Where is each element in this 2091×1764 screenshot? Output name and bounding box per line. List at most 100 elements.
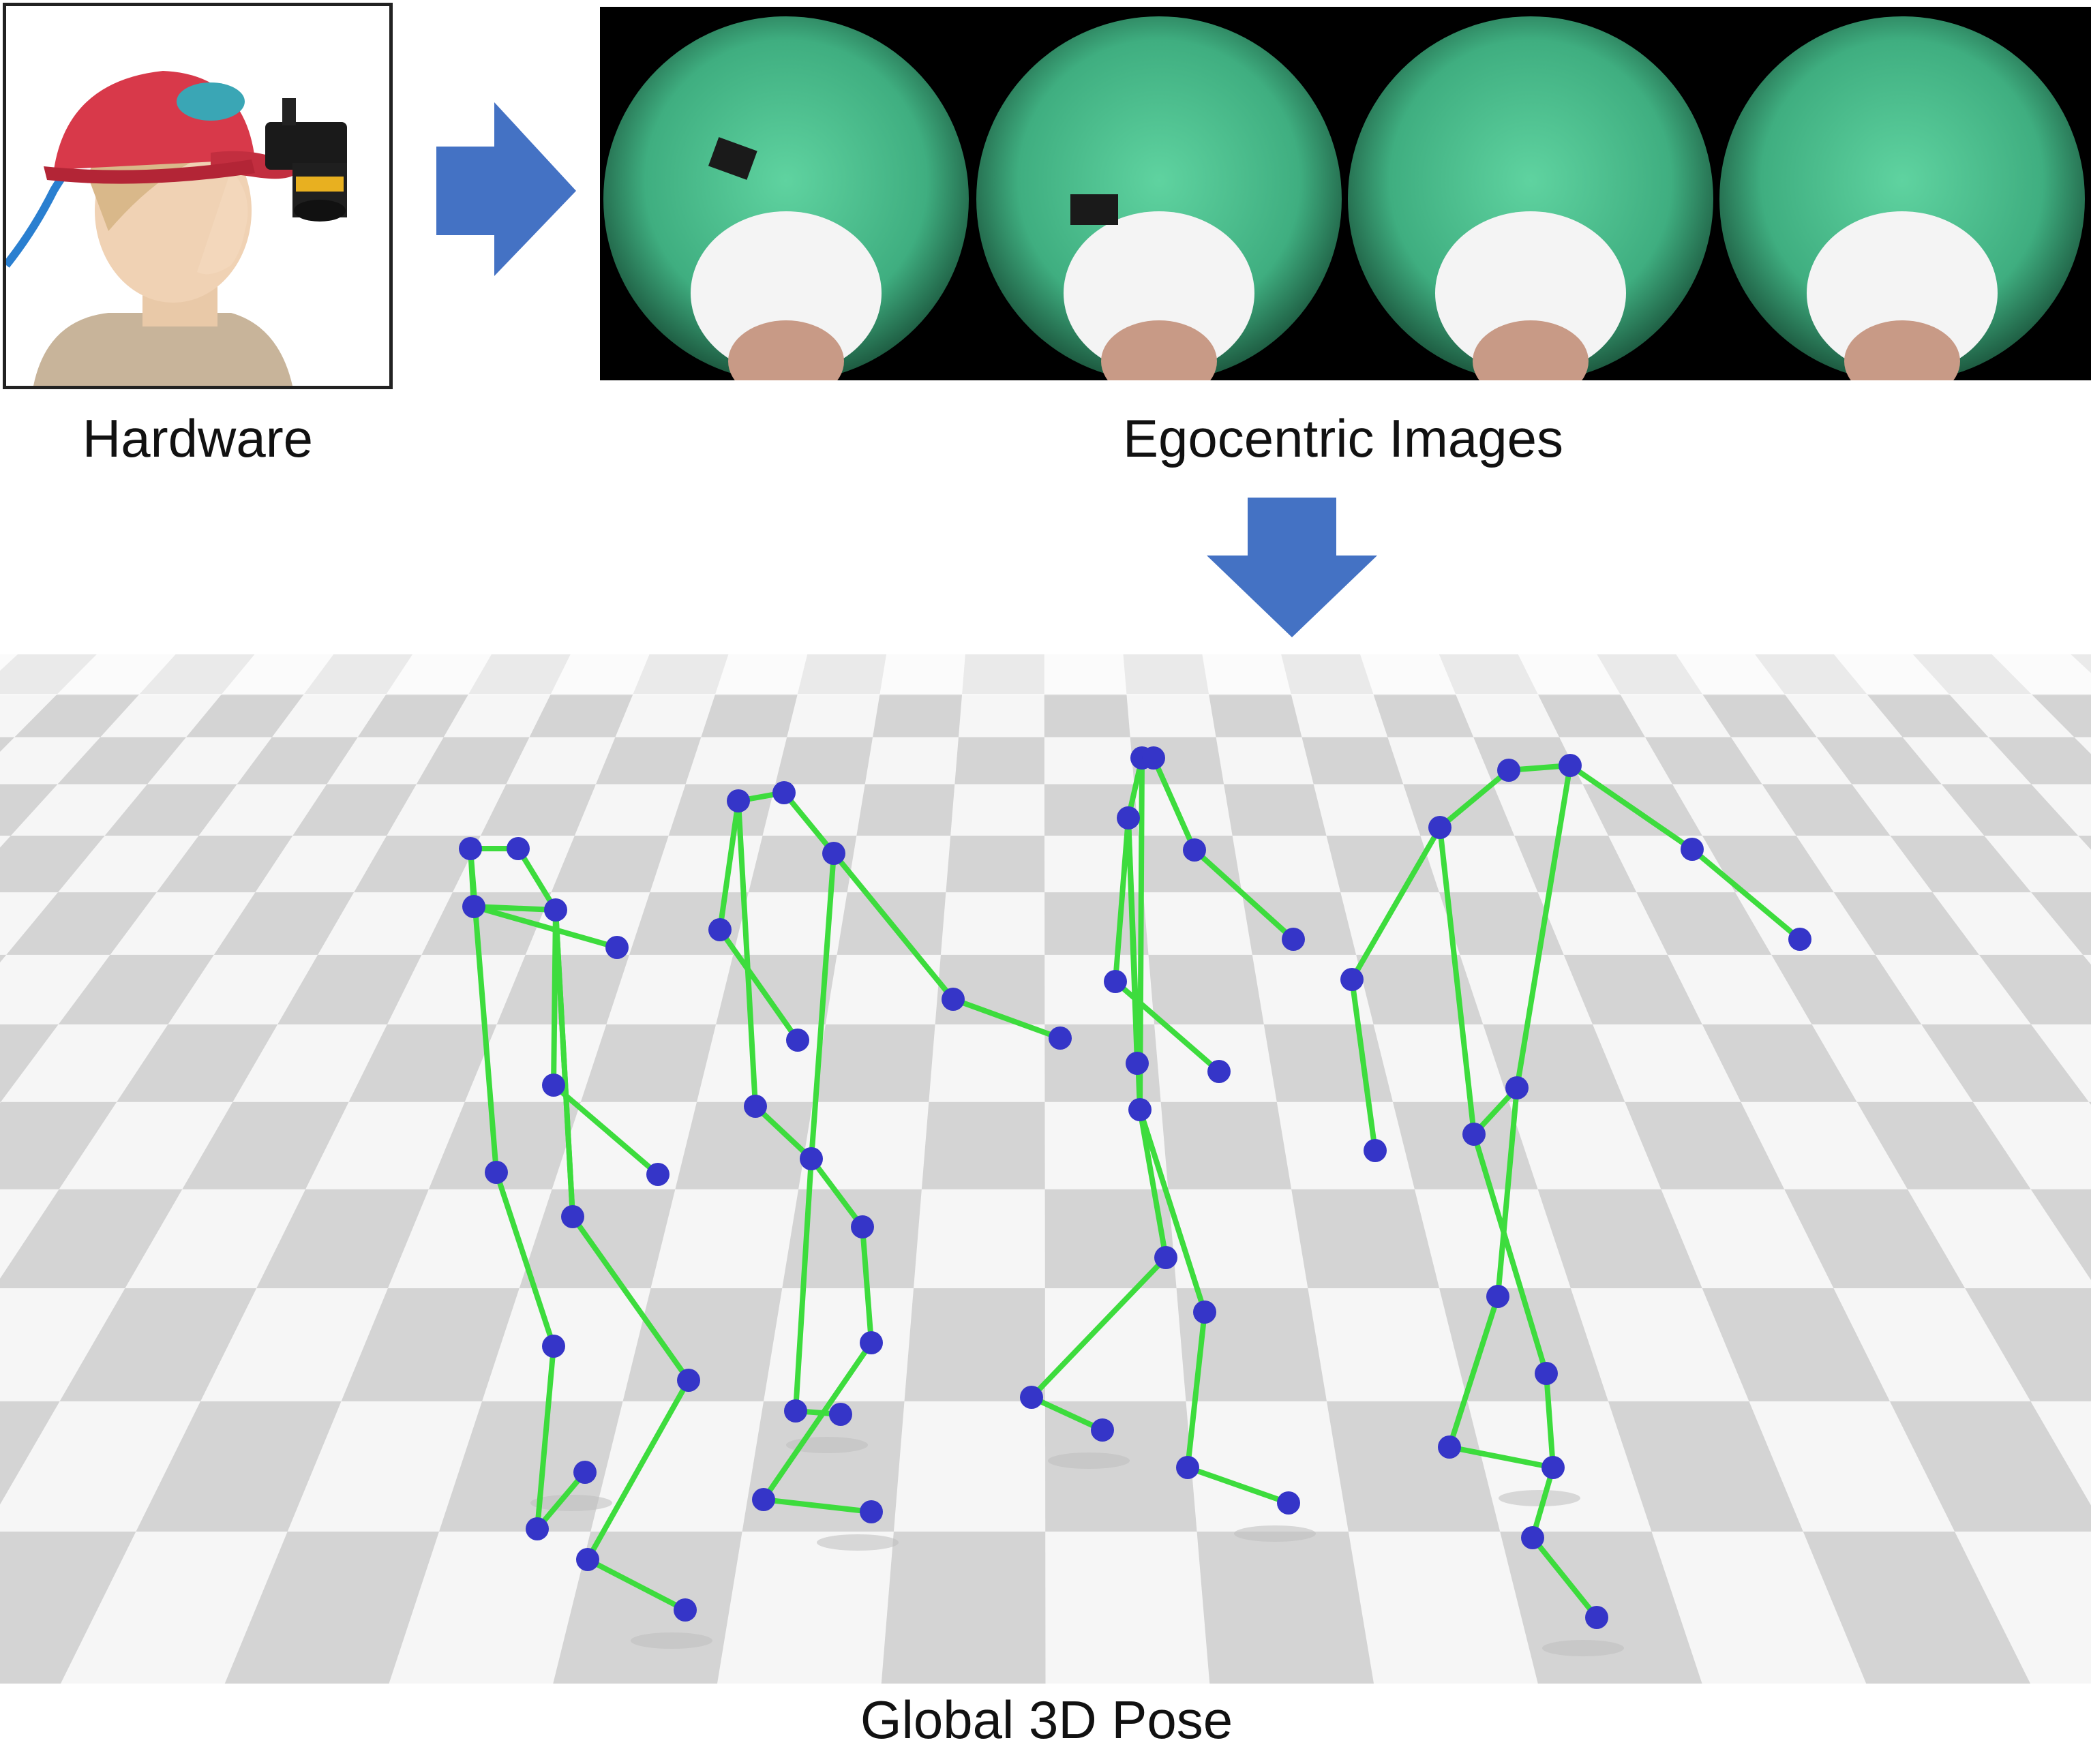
egocentric-caption: Egocentric Images	[1123, 408, 1563, 468]
joint	[1364, 1139, 1387, 1162]
joint	[1521, 1526, 1544, 1549]
joint	[573, 1461, 597, 1484]
joint	[1438, 1435, 1461, 1459]
down-arrow-icon	[1207, 498, 1377, 637]
bone	[1113, 815, 1131, 984]
joint	[1142, 746, 1165, 770]
fisheye-frame-4	[1719, 16, 2085, 380]
joint	[1788, 928, 1811, 951]
bone	[809, 1156, 865, 1230]
hardware-caption: Hardware	[82, 408, 314, 468]
bone	[781, 790, 837, 856]
joint	[708, 918, 732, 941]
joint	[526, 1517, 549, 1540]
joint	[851, 1215, 874, 1238]
bone	[1349, 977, 1378, 1153]
bone	[535, 1343, 556, 1532]
joint	[1183, 838, 1206, 862]
fisheye-frame-1	[603, 16, 969, 380]
joint	[462, 895, 485, 918]
joint	[1681, 838, 1704, 861]
foot-shadow	[530, 1495, 612, 1511]
joint	[860, 1331, 883, 1354]
joint	[1282, 928, 1305, 951]
hardware-photo	[3, 3, 393, 389]
bone	[515, 846, 558, 913]
bone	[1192, 847, 1296, 942]
mannequin-camera-illustration	[6, 71, 347, 386]
bone	[494, 1170, 556, 1349]
joint	[1104, 970, 1127, 993]
joint	[784, 1399, 807, 1423]
bone	[1495, 1085, 1520, 1299]
bone	[1514, 763, 1573, 1091]
joint	[1193, 1301, 1216, 1324]
fisheye-frame-2	[976, 16, 1342, 380]
joint	[1207, 1060, 1231, 1083]
skeleton-2	[708, 781, 1072, 1523]
joint	[1154, 1246, 1177, 1269]
foot-shadow	[1048, 1453, 1130, 1469]
global-pose-scene	[0, 654, 2091, 1684]
bone	[717, 927, 800, 1043]
joint	[542, 1335, 565, 1358]
bone	[1530, 1465, 1556, 1540]
bone	[585, 1557, 688, 1613]
joint	[752, 1488, 775, 1511]
bone	[471, 904, 620, 950]
joint	[1340, 968, 1364, 991]
joint	[1176, 1456, 1199, 1479]
pose-render	[0, 654, 2091, 1684]
skeleton-3	[1020, 746, 1305, 1515]
joint	[1428, 816, 1451, 839]
bone	[1447, 1444, 1556, 1470]
joint	[542, 1074, 565, 1097]
bone	[553, 907, 575, 1219]
joint	[822, 842, 845, 865]
bone	[1437, 825, 1477, 1137]
bone	[1185, 1309, 1207, 1470]
checkerboard-floor	[0, 654, 2091, 1684]
joint	[1117, 806, 1140, 830]
joint	[1497, 759, 1520, 782]
joint	[459, 837, 482, 860]
joint	[576, 1548, 599, 1571]
bone	[736, 798, 758, 1109]
joint	[1462, 1123, 1486, 1146]
bone	[860, 1224, 874, 1345]
joint	[561, 1205, 584, 1228]
joint	[1091, 1418, 1114, 1442]
bone	[761, 1340, 874, 1502]
joint	[646, 1163, 670, 1186]
bone	[753, 1104, 814, 1161]
bone	[1689, 847, 1803, 942]
bone	[761, 1497, 874, 1515]
bone	[585, 1378, 691, 1562]
egocentric-frames	[603, 16, 2085, 380]
bone	[809, 851, 837, 1161]
global-pose-caption: Global 3D Pose	[860, 1690, 1233, 1750]
joint	[1585, 1606, 1608, 1629]
bone	[831, 851, 956, 1002]
joint	[942, 988, 965, 1011]
joint	[1486, 1285, 1509, 1308]
foot-shadow	[1542, 1640, 1624, 1656]
bone	[1447, 1294, 1501, 1450]
joint	[829, 1403, 852, 1426]
joint	[1020, 1386, 1043, 1409]
bone	[1137, 1107, 1207, 1315]
right-arrow-icon	[436, 102, 576, 276]
bone	[1137, 1107, 1169, 1260]
joint	[674, 1598, 697, 1622]
joint	[1541, 1456, 1565, 1479]
bone	[1567, 763, 1695, 852]
bone	[1029, 1395, 1105, 1433]
bone	[551, 1082, 661, 1177]
joint	[800, 1147, 823, 1170]
bone	[1530, 1535, 1599, 1620]
bone	[570, 1214, 691, 1383]
skeleton-4	[1340, 754, 1811, 1629]
joint	[1277, 1491, 1300, 1515]
foot-shadow	[631, 1632, 712, 1649]
joint	[1128, 1098, 1152, 1121]
